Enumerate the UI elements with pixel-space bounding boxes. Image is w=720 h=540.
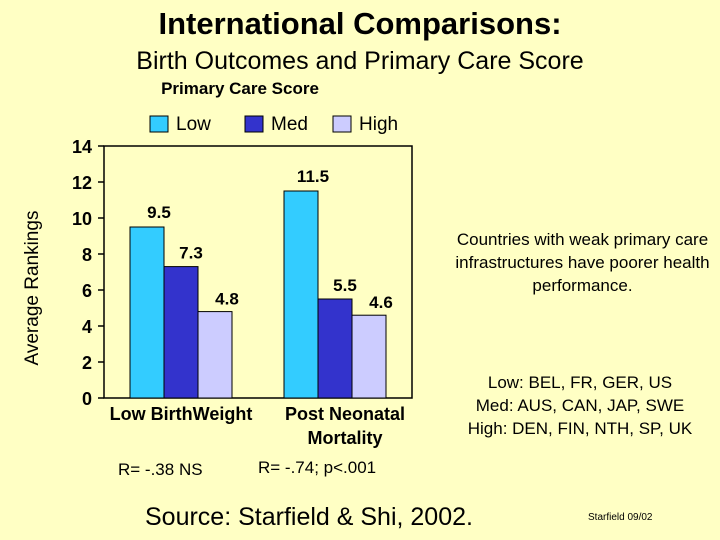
category-label: Mortality: [307, 428, 382, 448]
y-tick-label: 0: [82, 389, 92, 409]
data-label: 5.5: [333, 276, 357, 295]
slide-subtitle: Birth Outcomes and Primary Care Score: [136, 47, 584, 75]
bar-med: [163, 266, 199, 399]
slide-title: International Comparisons:: [158, 6, 562, 41]
data-label: 4.6: [369, 293, 393, 312]
country-groups: Low: BEL, FR, GER, US Med: AUS, CAN, JAP…: [442, 371, 718, 440]
plot-frame: [103, 145, 413, 399]
correlation-post-neonatal: R= -.74; p<.001: [258, 458, 377, 477]
y-tick-label: 6: [82, 281, 92, 301]
note-text: Countries with weak primary care infrast…: [455, 230, 710, 295]
data-label: 11.5: [297, 167, 329, 186]
legend-swatch-med: [244, 115, 264, 133]
group-high: High: DEN, FIN, NTH, SP, UK: [467, 419, 693, 438]
y-tick-label: 12: [72, 173, 92, 193]
y-tick-label: 14: [72, 137, 92, 157]
bar-high: [197, 311, 233, 399]
y-tick-label: 10: [72, 209, 92, 229]
y-tick-label: 2: [82, 353, 92, 373]
footer-credit: Starfield 09/02: [588, 512, 653, 523]
legend-entry: Low: [176, 114, 211, 135]
group-low: Low: BEL, FR, GER, US: [487, 373, 673, 392]
category-label: Low BirthWeight: [110, 404, 253, 424]
bar-low: [129, 226, 165, 399]
source-citation: Source: Starfield & Shi, 2002.: [145, 503, 473, 531]
category-label: Post Neonatal: [285, 404, 405, 424]
bar-high: [351, 314, 387, 399]
group-med: Med: AUS, CAN, JAP, SWE: [475, 396, 685, 415]
legend-swatch-high: [332, 115, 352, 133]
bar-low: [283, 190, 319, 399]
legend-entry: Med: [271, 114, 308, 135]
y-tick-label: 4: [82, 317, 92, 337]
data-label: 9.5: [147, 203, 171, 222]
data-label: 7.3: [179, 244, 203, 263]
correlation-low-birthweight: R= -.38 NS: [118, 460, 203, 479]
legend-entry: High: [359, 114, 398, 135]
data-label: 4.8: [215, 290, 239, 309]
bar-med: [317, 298, 353, 399]
legend-title: Primary Care Score: [161, 79, 319, 98]
legend-swatch-low: [149, 115, 169, 133]
y-tick-label: 8: [82, 245, 92, 265]
